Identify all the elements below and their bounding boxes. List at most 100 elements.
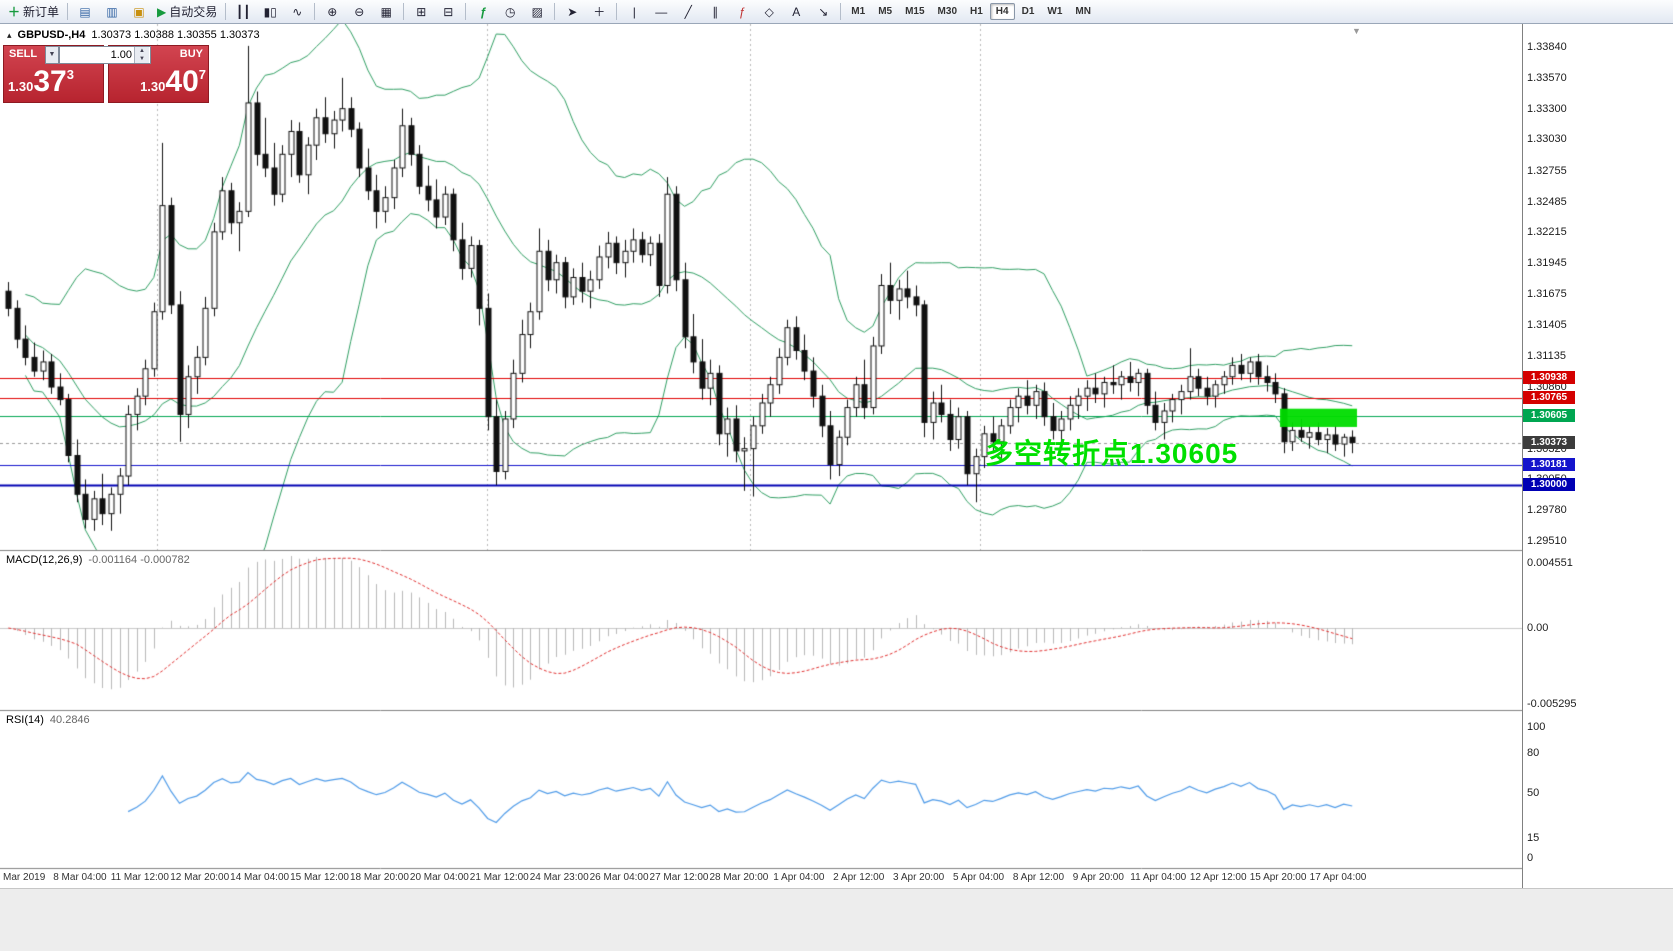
crosshair-icon: ＋ xyxy=(593,4,606,19)
buy-price-sup: 7 xyxy=(198,67,206,82)
tf-m30-label: M30 xyxy=(937,6,957,17)
volume-up-icon[interactable]: ▲ xyxy=(135,47,149,55)
price-axis-label: 1.31945 xyxy=(1527,257,1567,270)
price-axis-label: 1.33570 xyxy=(1527,71,1567,84)
horizontal-line-button[interactable]: — xyxy=(648,1,674,23)
rsi-axis-label: 0 xyxy=(1527,852,1534,864)
price-tag-1.30181: 1.30181 xyxy=(1523,457,1575,471)
rsi-label-row: RSI(14) 40.2846 xyxy=(6,714,90,726)
buy-price-big: 40 xyxy=(165,65,199,98)
tf-m30[interactable]: M30 xyxy=(932,3,963,20)
text-button[interactable]: A xyxy=(783,1,809,23)
price-axis-label: 1.32215 xyxy=(1527,226,1567,239)
new-order-icon: ＋ xyxy=(8,4,21,19)
play-icon: ▶ xyxy=(157,4,167,19)
fibonacci-button[interactable]: ƒ xyxy=(729,1,755,23)
price-tag-1.30000: 1.30000 xyxy=(1523,478,1575,492)
shapes-button[interactable]: ◇ xyxy=(756,1,782,23)
grid-icon: ▦ xyxy=(380,4,392,19)
tf-m1[interactable]: M1 xyxy=(845,3,871,20)
autotrade-button[interactable]: ▶ 自动交易 xyxy=(153,1,221,23)
time-axis-label: 2 Apr 12:00 xyxy=(833,872,885,883)
indicators-button[interactable]: ƒ xyxy=(470,1,496,23)
rsi-axis-label: 50 xyxy=(1527,786,1540,799)
new-order-button[interactable]: ＋新订单 xyxy=(4,1,63,23)
axis-divider xyxy=(1522,24,1523,888)
hline-icon: — xyxy=(655,4,668,19)
buy-label: BUY xyxy=(179,48,203,60)
zoom-out-icon: ⊖ xyxy=(354,4,365,19)
tile-windows-button[interactable]: ⊞ xyxy=(408,1,434,23)
tf-m1-label: M1 xyxy=(851,6,866,17)
price-axis-label: 1.32485 xyxy=(1527,195,1567,208)
chart-canvas[interactable] xyxy=(0,24,1522,888)
price-scale[interactable] xyxy=(1523,24,1673,888)
time-axis-label: 6 Mar 2019 xyxy=(0,872,46,883)
price-axis-label: 1.33030 xyxy=(1527,133,1567,146)
time-axis-label: 18 Mar 20:00 xyxy=(349,872,409,883)
sell-price-sup: 3 xyxy=(66,67,74,82)
trendline-icon: ╱ xyxy=(684,4,692,19)
cascade-windows-button[interactable]: ⊟ xyxy=(435,1,461,23)
time-axis-label: 12 Mar 20:00 xyxy=(170,872,230,883)
bars-icon: ┃┃ xyxy=(236,4,251,19)
price-tag-1.30605: 1.30605 xyxy=(1523,409,1575,423)
price-axis-label: 1.32755 xyxy=(1527,164,1567,177)
tf-h1[interactable]: H1 xyxy=(964,3,989,20)
grid-button[interactable]: ▦ xyxy=(373,1,399,23)
autotrade-button-label: 自动交易 xyxy=(169,4,218,19)
line-chart-button[interactable]: ∿ xyxy=(284,1,310,23)
arrows-button[interactable]: ↘ xyxy=(810,1,836,23)
vertical-line-button[interactable]: | xyxy=(621,1,647,23)
rsi-axis-label: 15 xyxy=(1527,832,1540,845)
price-axis-label: 1.33840 xyxy=(1527,41,1567,54)
cursor-button[interactable]: ➤ xyxy=(559,1,585,23)
time-axis-label: 9 Apr 20:00 xyxy=(1072,872,1124,883)
sell-button[interactable]: SELL 1.30373 xyxy=(3,45,104,103)
volume-dropdown-icon[interactable]: ▼ xyxy=(45,46,59,64)
sell-price: 1.30373 xyxy=(8,65,101,99)
tf-mn[interactable]: MN xyxy=(1069,3,1097,20)
time-axis-label: 12 Apr 12:00 xyxy=(1189,872,1247,883)
time-axis-label: 1 Apr 04:00 xyxy=(773,872,825,883)
macd-axis-label: 0.00 xyxy=(1527,622,1549,634)
tf-m15[interactable]: M15 xyxy=(899,3,930,20)
macd-label-row: MACD(12,26,9) -0.001164 -0.000782 xyxy=(6,554,190,566)
rsi-axis-label: 80 xyxy=(1527,747,1540,760)
bar-chart-button[interactable]: ┃┃ xyxy=(230,1,256,23)
tf-d1[interactable]: D1 xyxy=(1016,3,1041,20)
toolbar-separator xyxy=(67,3,69,20)
cascade-icon: ⊟ xyxy=(443,4,454,19)
zoom-in-button[interactable]: ⊕ xyxy=(319,1,345,23)
trendline-button[interactable]: ╱ xyxy=(675,1,701,23)
toolbar: ＋新订单 ▤ ▥ ▣ ▶ 自动交易 ┃┃ ▮▯ ∿ ⊕ ⊖ ▦ ⊞ ⊟ ƒ ◷ ▨ ➤ ＋ | — ╱ ∥ ƒ ◇ A ↘ M1 M5 M… xyxy=(0,0,1673,24)
time-axis-label: 11 Mar 12:00 xyxy=(110,872,169,883)
data-window-button[interactable]: ▥ xyxy=(99,1,125,23)
market-watch-button[interactable]: ▤ xyxy=(72,1,98,23)
volume-down-icon[interactable]: ▼ xyxy=(135,55,149,63)
price-axis-label: 1.31405 xyxy=(1527,318,1567,331)
zoom-out-button[interactable]: ⊖ xyxy=(346,1,372,23)
tf-m5[interactable]: M5 xyxy=(872,3,898,20)
tf-h4[interactable]: H4 xyxy=(989,3,1015,20)
periods-button[interactable]: ◷ xyxy=(497,1,523,23)
volume-input[interactable] xyxy=(60,48,134,62)
chart-shift-marker-icon[interactable]: ▼ xyxy=(1352,26,1361,36)
new-order-button-label: 新订单 xyxy=(23,4,60,19)
candlestick-button[interactable]: ▮▯ xyxy=(257,1,283,23)
navigator-button[interactable]: ▣ xyxy=(126,1,152,23)
toolbar-separator xyxy=(554,3,556,20)
one-click-trade-panel: SELL 1.30373 BUY 1.30407 ▼ ▲ ▼ xyxy=(3,45,209,103)
rsi-label: RSI(14) xyxy=(6,714,44,726)
cursor-icon: ➤ xyxy=(567,4,578,19)
templates-button[interactable]: ▨ xyxy=(524,1,550,23)
indicators-icon: ƒ xyxy=(479,4,487,19)
crosshair-button[interactable]: ＋ xyxy=(586,1,612,23)
channel-button[interactable]: ∥ xyxy=(702,1,728,23)
macd-axis-label: -0.005295 xyxy=(1527,698,1577,710)
tf-w1[interactable]: W1 xyxy=(1041,3,1068,20)
rsi-value: 40.2846 xyxy=(49,714,90,726)
volume-stepper[interactable]: ▲ ▼ xyxy=(134,47,149,63)
tf-mn-label: MN xyxy=(1075,6,1091,17)
